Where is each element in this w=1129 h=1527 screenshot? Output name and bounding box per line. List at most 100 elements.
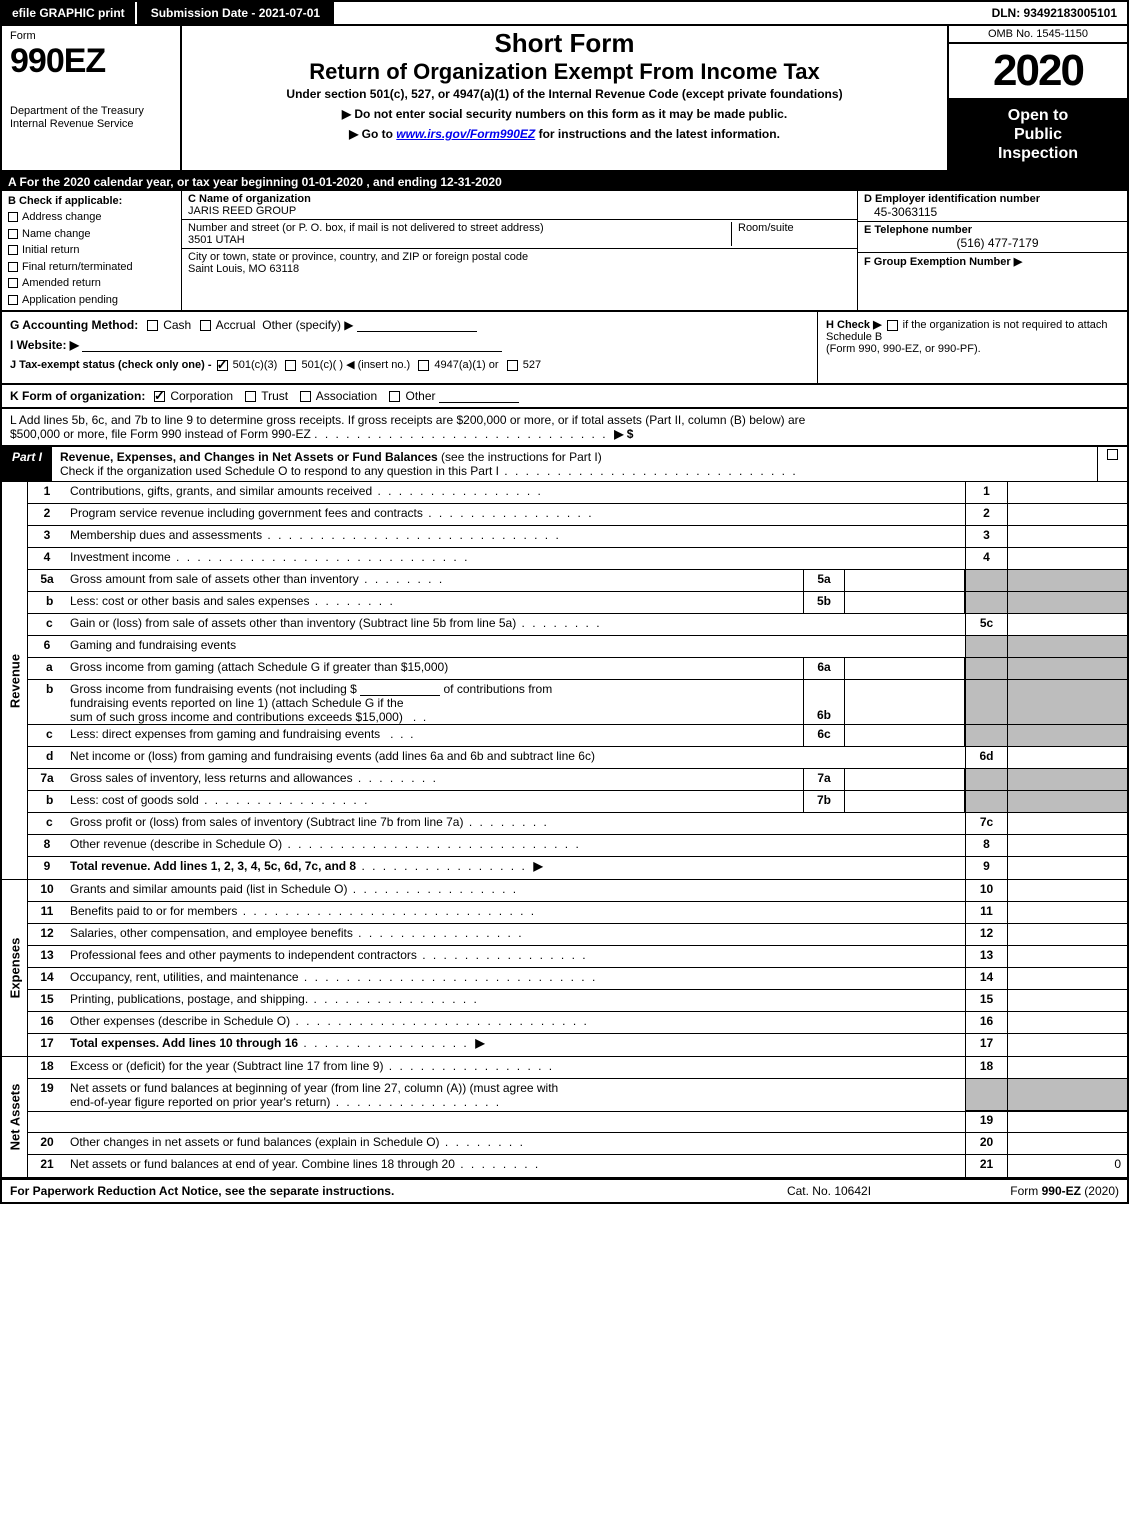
chk-final-return[interactable] [8, 262, 18, 272]
val-5b [845, 592, 965, 613]
val-18 [1007, 1057, 1127, 1078]
chk-501c3[interactable] [217, 360, 228, 371]
form-year-block: OMB No. 1545-1150 2020 Open to Public In… [947, 26, 1127, 170]
val-3 [1007, 526, 1127, 547]
title-warning: ▶ Do not enter social security numbers o… [190, 107, 939, 121]
top-bar: efile GRAPHIC print Submission Date - 20… [2, 2, 1127, 26]
telephone-value: (516) 477-7179 [864, 236, 1121, 250]
line-20: Other changes in net assets or fund bala… [66, 1133, 965, 1154]
val-6c [845, 725, 965, 746]
chk-application-pending[interactable] [8, 295, 18, 305]
box-b-label: B Check if applicable: [8, 193, 175, 210]
chk-other-org[interactable] [389, 391, 400, 402]
val-17 [1007, 1034, 1127, 1056]
chk-4947[interactable] [418, 360, 429, 371]
val-9 [1007, 857, 1127, 879]
chk-trust[interactable] [245, 391, 256, 402]
val-16 [1007, 1012, 1127, 1033]
line-13: Professional fees and other payments to … [66, 946, 965, 967]
chk-address-change[interactable] [8, 212, 18, 222]
part-i-number: Part I [2, 447, 52, 481]
chk-name-change[interactable] [8, 229, 18, 239]
val-7b [845, 791, 965, 812]
box-c-label: C Name of organization [188, 193, 851, 205]
line-7a: Gross sales of inventory, less returns a… [66, 769, 803, 790]
form-word: Form [10, 30, 172, 42]
val-6b [845, 680, 965, 724]
row-i: I Website: ▶ [10, 338, 809, 352]
net-assets-side-label: Net Assets [7, 1084, 22, 1151]
box-e-label: E Telephone number [864, 224, 1121, 236]
box-c: C Name of organization JARIS REED GROUP … [182, 191, 857, 311]
val-1 [1007, 482, 1127, 503]
chk-schedule-o-part-i[interactable] [1107, 449, 1118, 460]
line-14: Occupancy, rent, utilities, and maintena… [66, 968, 965, 989]
line-6d: Net income or (loss) from gaming and fun… [66, 747, 965, 768]
val-7a [845, 769, 965, 790]
line-6: Gaming and fundraising events [66, 636, 965, 657]
val-20 [1007, 1133, 1127, 1154]
chk-cash[interactable] [147, 320, 158, 331]
line-11: Benefits paid to or for members [66, 902, 965, 923]
form-ref: Form 990-EZ (2020) [919, 1184, 1119, 1198]
form-id-block: Form 990EZ Department of the Treasury In… [2, 26, 182, 170]
open-to-public: Open to Public Inspection [949, 100, 1127, 170]
other-org-input[interactable] [439, 389, 519, 403]
line-21: Net assets or fund balances at end of ye… [66, 1155, 965, 1177]
irs-link[interactable]: www.irs.gov/Form990EZ [396, 127, 535, 141]
submission-date-label: Submission Date - 2021-07-01 [135, 2, 334, 24]
form-number: 990EZ [10, 42, 172, 81]
val-15 [1007, 990, 1127, 1011]
val-5c [1007, 614, 1127, 635]
val-2 [1007, 504, 1127, 525]
net-assets-section: Net Assets 18Excess or (deficit) for the… [2, 1057, 1127, 1180]
chk-accrual[interactable] [200, 320, 211, 331]
line-7b: Less: cost of goods sold [66, 791, 803, 812]
line-2: Program service revenue including govern… [66, 504, 965, 525]
chk-association[interactable] [300, 391, 311, 402]
chk-527[interactable] [507, 360, 518, 371]
part-i-title: Revenue, Expenses, and Changes in Net As… [52, 447, 1097, 481]
other-specify-input[interactable] [357, 318, 477, 332]
line-5c: Gain or (loss) from sale of assets other… [66, 614, 965, 635]
dln-label: DLN: 93492183005101 [982, 2, 1127, 24]
part-i-header: Part I Revenue, Expenses, and Changes in… [2, 447, 1127, 482]
line-18: Excess or (deficit) for the year (Subtra… [66, 1057, 965, 1078]
line-5a: Gross amount from sale of assets other t… [66, 570, 803, 591]
paperwork-notice: For Paperwork Reduction Act Notice, see … [10, 1184, 739, 1198]
line-17: Total expenses. Add lines 10 through 16 … [66, 1034, 965, 1056]
omb-number: OMB No. 1545-1150 [949, 26, 1127, 44]
line-15: Printing, publications, postage, and shi… [66, 990, 965, 1011]
chk-corporation[interactable] [154, 391, 165, 402]
line-6c: Less: direct expenses from gaming and fu… [66, 725, 803, 746]
val-6d [1007, 747, 1127, 768]
org-name: JARIS REED GROUP [188, 205, 851, 217]
website-input[interactable] [82, 338, 502, 352]
box-d-label: D Employer identification number [864, 193, 1121, 205]
line-16: Other expenses (describe in Schedule O) [66, 1012, 965, 1033]
revenue-side-label: Revenue [7, 653, 22, 707]
form-year: 2020 [949, 44, 1127, 100]
chk-initial-return[interactable] [8, 245, 18, 255]
contributions-input[interactable] [360, 682, 440, 696]
val-8 [1007, 835, 1127, 856]
row-h: H Check ▶ if the organization is not req… [817, 312, 1127, 383]
val-4 [1007, 548, 1127, 569]
row-l: L Add lines 5b, 6c, and 7b to line 9 to … [2, 409, 1127, 447]
line-12: Salaries, other compensation, and employ… [66, 924, 965, 945]
line-3: Membership dues and assessments [66, 526, 965, 547]
city-label: City or town, state or province, country… [188, 251, 851, 263]
line-1: Contributions, gifts, grants, and simila… [66, 482, 965, 503]
chk-amended-return[interactable] [8, 278, 18, 288]
chk-501c[interactable] [285, 360, 296, 371]
row-j: J Tax-exempt status (check only one) - 5… [10, 358, 809, 371]
street-label: Number and street (or P. O. box, if mail… [188, 222, 731, 234]
form-title-block: Short Form Return of Organization Exempt… [182, 26, 947, 170]
val-5a [845, 570, 965, 591]
chk-not-required-schedule-b[interactable] [887, 320, 898, 331]
val-7c [1007, 813, 1127, 834]
title-section: Under section 501(c), 527, or 4947(a)(1)… [190, 87, 939, 101]
efile-print-button[interactable]: efile GRAPHIC print [2, 2, 135, 24]
title-short-form: Short Form [190, 28, 939, 59]
title-link-line: ▶ Go to www.irs.gov/Form990EZ for instru… [190, 127, 939, 141]
